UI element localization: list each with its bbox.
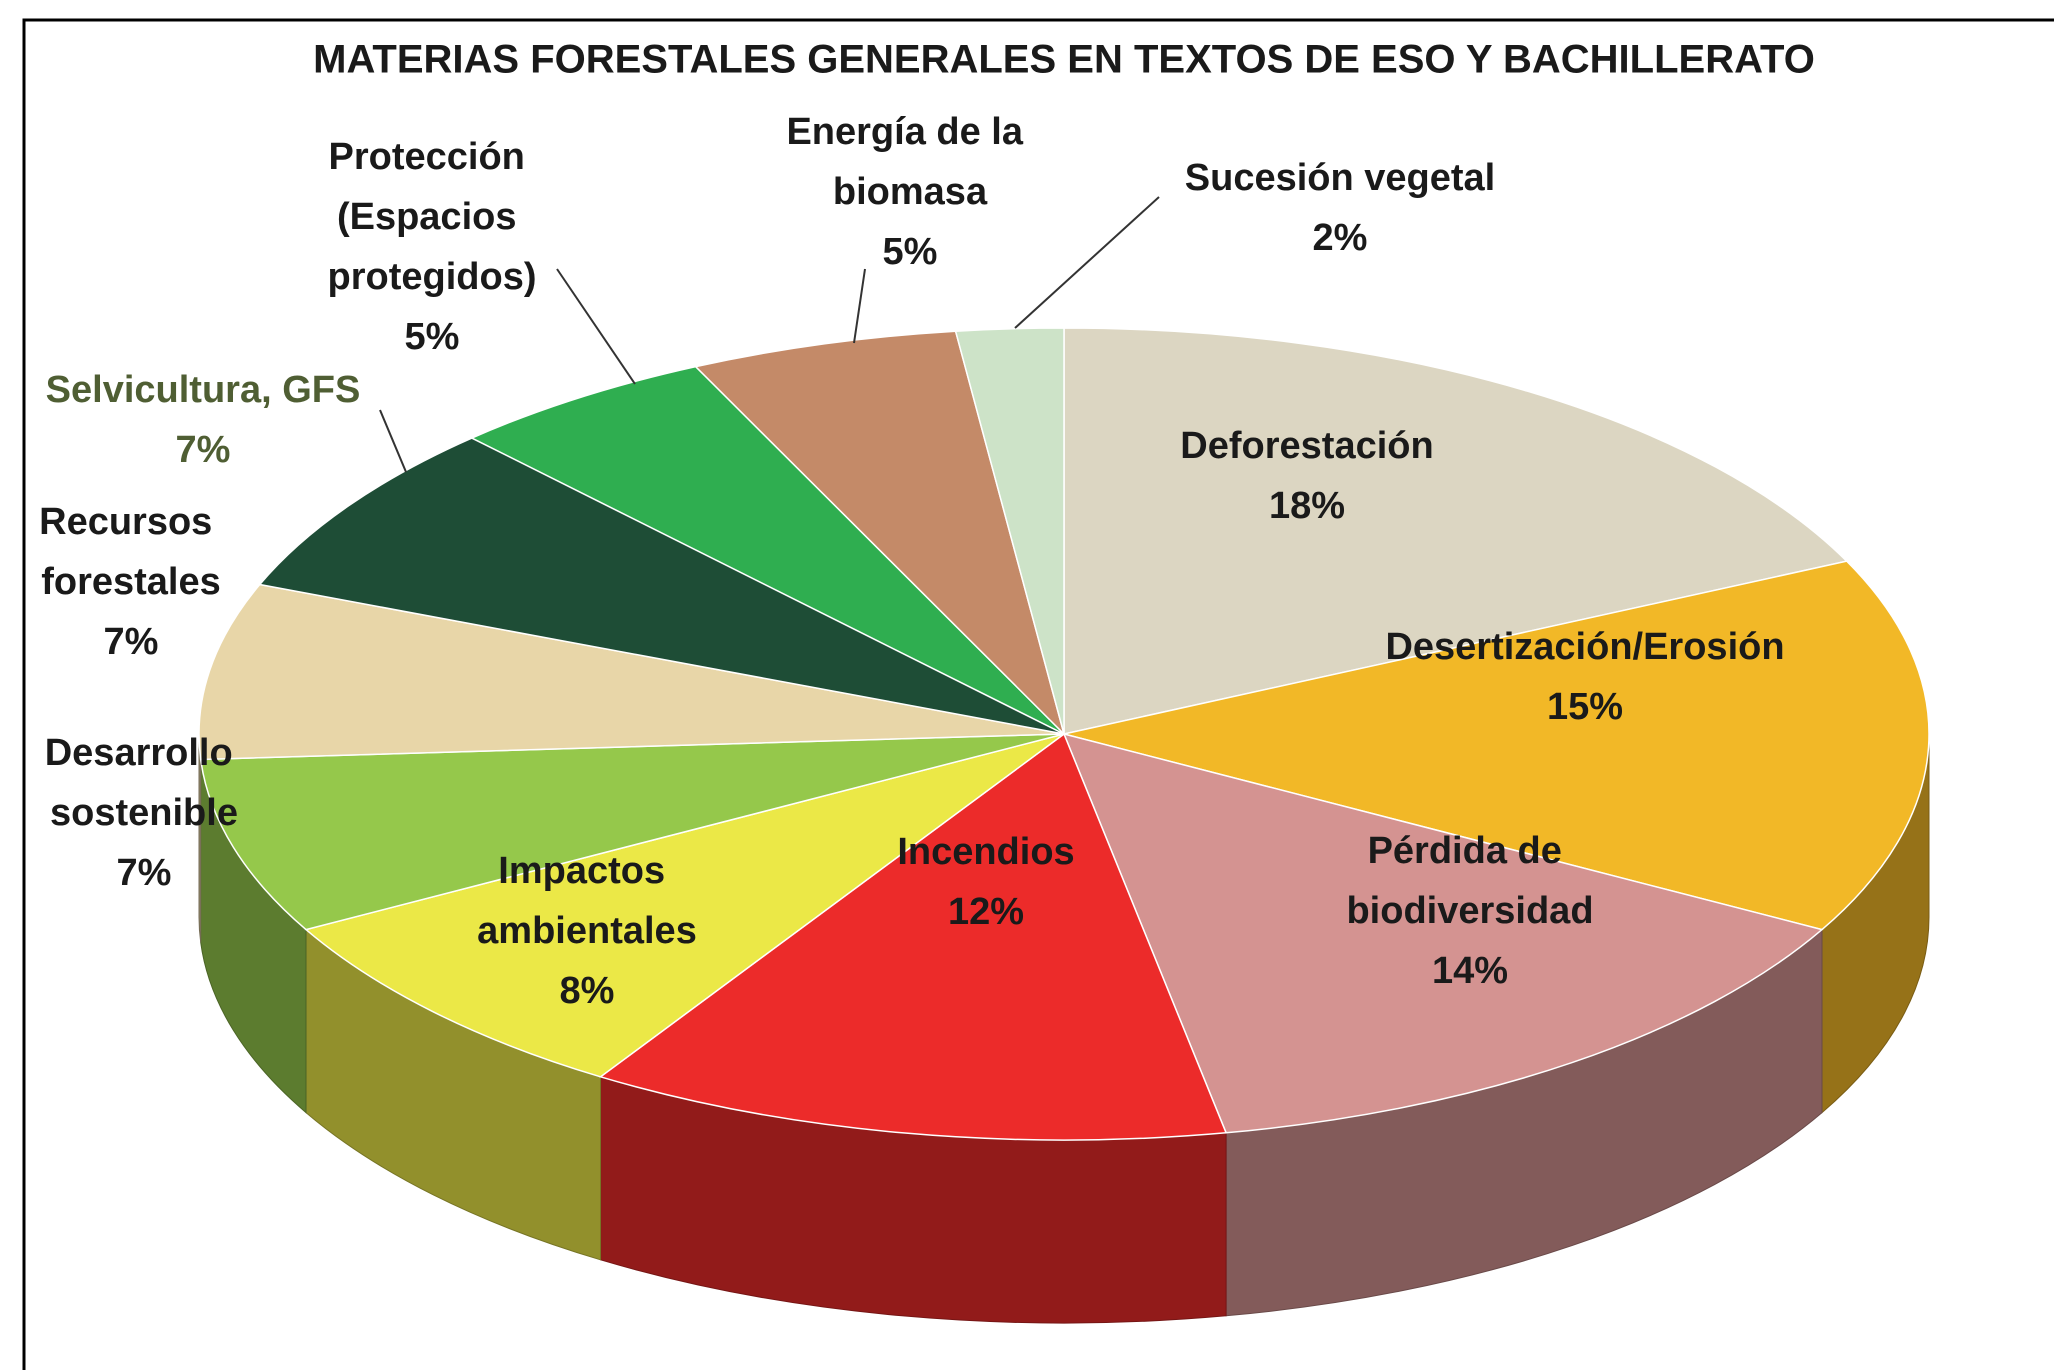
value-label: 14%: [1432, 950, 1508, 992]
slice: [598, 732, 1228, 1141]
slice: [199, 733, 1065, 931]
slice-label: Energía de la biomasa: [786, 111, 1033, 213]
leader-line: [1014, 196, 1160, 329]
value-label: 15%: [1547, 686, 1623, 728]
slice: [1063, 327, 1849, 735]
value-label: 18%: [1269, 485, 1345, 527]
slice: [258, 437, 1065, 735]
slice: [954, 327, 1065, 735]
chart-title: MATERIAS FORESTALES GENERALES EN TEXTOS …: [313, 38, 1815, 82]
slice: [198, 583, 1065, 761]
leader-line: [853, 268, 866, 344]
slice: [470, 365, 1065, 735]
slice-label: Selvicultura, GFS: [46, 369, 361, 411]
pie-tops: [198, 327, 1930, 1141]
slice-label: Incendios: [897, 831, 1074, 873]
value-label: 5%: [883, 231, 938, 273]
value-label: 7%: [117, 852, 172, 894]
slice: [1063, 560, 1930, 931]
slice-label: Protección (Espacios protegidos): [328, 136, 537, 298]
slice: [1062, 732, 1824, 1134]
pie-sides: [198, 733, 1930, 1324]
value-label: 5%: [405, 316, 460, 358]
slice-label: Desertización/Erosión: [1385, 626, 1784, 668]
slice-label: Deforestación: [1180, 425, 1433, 467]
slice: [694, 330, 1066, 737]
chart-border: [22, 18, 2054, 1370]
value-label: 8%: [560, 970, 615, 1012]
slice-label: Recursos forestales: [39, 501, 223, 603]
slice-label: Pérdida de biodiversidad: [1346, 830, 1593, 932]
value-label: 7%: [104, 621, 159, 663]
slice: [304, 733, 1065, 1078]
slice-label: Impactos ambientales: [477, 850, 697, 952]
slice-label: Desarrollo sostenible: [45, 732, 244, 834]
slice-label: Sucesión vegetal: [1185, 157, 1495, 199]
value-label: 12%: [948, 891, 1024, 933]
value-label: 7%: [176, 429, 231, 471]
leader-line: [379, 409, 407, 473]
value-label: 2%: [1313, 217, 1368, 259]
labels: Deforestación 18% Desertización/Erosión 15%…: [39, 111, 1784, 1012]
leader-line: [556, 268, 636, 385]
